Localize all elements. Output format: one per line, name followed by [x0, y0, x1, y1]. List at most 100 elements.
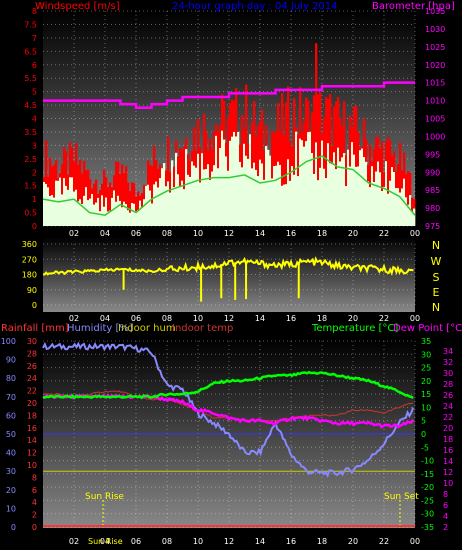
wind-speed-bar — [367, 181, 370, 226]
wind-x-tick: 16 — [286, 229, 296, 238]
wind-speed-bar — [375, 171, 378, 226]
barometer-tick: 1005 — [425, 115, 445, 124]
wind-speed-bar — [67, 189, 70, 226]
windspeed-label: Windspeed [m/s] — [35, 1, 120, 12]
wind-speed-bar — [287, 159, 290, 226]
direction-dips — [122, 261, 300, 302]
wind-speed-bar — [357, 166, 360, 226]
wind-speed-bar — [387, 193, 390, 226]
wind-speed-bar — [205, 169, 208, 226]
wind-x-tick: 10 — [193, 229, 203, 238]
wind-bars — [43, 43, 416, 227]
humidity-legend: Humidity [%] — [67, 323, 133, 334]
barometer-tick: 975 — [425, 222, 440, 231]
rain-tick: 12 — [27, 449, 37, 458]
indoor-temp-legend: Indoor temp — [172, 323, 233, 334]
temperature-line — [42, 370, 414, 400]
wind-speed-bar — [353, 154, 356, 226]
wind-speed-bar — [85, 187, 88, 226]
wind-speed-bar — [197, 153, 200, 226]
wind-x-axis: 02 04 06 08 10 12 14 16 18 20 22 00 — [69, 229, 420, 238]
wind-speed-bar — [101, 195, 104, 226]
wind-speed-bar — [157, 187, 160, 226]
wind-speed-bar — [351, 142, 354, 226]
direction-tick: 360 — [22, 240, 37, 249]
graph-title: 24-hour graph day : 04 July 2014 — [172, 1, 338, 12]
wind-speed-bar — [259, 159, 262, 226]
wind-speed-bar — [233, 131, 236, 226]
wind-speed-tick: 3.5 — [24, 128, 37, 137]
temperature-tick: 5 — [421, 417, 426, 426]
wind-speed-bar — [275, 165, 278, 226]
dew-point-tick: 4 — [443, 512, 448, 521]
humidity-tick: 30 — [6, 467, 16, 476]
wind-speed-bar — [61, 194, 64, 226]
wind-speed-bar — [391, 167, 394, 226]
wind-speed-bar — [45, 183, 48, 226]
wind-gust-bar — [369, 144, 372, 226]
temperature-tick: 15 — [421, 390, 431, 399]
wind-speed-bar — [337, 147, 340, 226]
wind-left-axis: 8 7.5 7 6.5 6 5.5 5 4.5 4 3.5 3 2.5 2 1.5 1 0.5 0 — [24, 7, 37, 231]
wind-speed-tick: 0 — [32, 222, 37, 231]
wind-speed-bar — [355, 166, 358, 226]
wind-speed-bar — [315, 142, 318, 226]
wind-speed-bar — [175, 152, 178, 226]
temp-x-tick: 08 — [162, 537, 172, 546]
wind-speed-bar — [183, 189, 186, 226]
wind-speed-bar — [213, 165, 216, 226]
wind-gust-bar — [49, 157, 52, 226]
wind-speed-bar — [281, 185, 284, 226]
wind-gust-bar — [183, 146, 186, 226]
wind-speed-bar — [319, 167, 322, 226]
wind-speed-bar — [271, 178, 274, 226]
wind-speed-bar — [335, 169, 338, 226]
wind-speed-bar — [291, 166, 294, 226]
wind-gust-bar — [387, 136, 390, 226]
wind-speed-bar — [193, 165, 196, 226]
wind-gust-bar — [109, 182, 112, 226]
direction-tick: 180 — [22, 271, 37, 280]
humidity-tick: 60 — [6, 411, 16, 420]
wind-speed-bar — [261, 163, 264, 226]
wind-speed-bar — [169, 192, 172, 226]
wind-speed-bar — [93, 204, 96, 226]
wind-speed-bar — [385, 161, 388, 226]
wind-speed-bar — [129, 212, 132, 226]
wind-speed-bar — [75, 189, 78, 226]
wind-speed-bar — [91, 194, 94, 226]
wind-gust-bar — [355, 105, 358, 226]
rain-tick: 6 — [32, 486, 37, 495]
wind-speed-bar — [373, 181, 376, 226]
barometer-tick: 1025 — [425, 43, 445, 52]
direction-x-axis: 02 04 06 08 10 12 14 16 18 20 22 00 — [69, 314, 420, 323]
wind-speed-bar — [251, 168, 254, 226]
wind-speed-bar — [327, 143, 330, 226]
rain-tick: 30 — [27, 337, 37, 346]
wind-gust-bar — [45, 140, 48, 226]
wind-speed-bar — [219, 148, 222, 226]
temp-x-tick: 04 — [100, 537, 110, 546]
barometer-tick: 1010 — [425, 97, 445, 106]
temperature-tick: 25 — [421, 364, 431, 373]
temperature-tick: -15 — [421, 470, 434, 479]
wind-speed-bar — [191, 161, 194, 226]
wind-speed-bar — [397, 188, 400, 226]
temp-x-tick: 12 — [224, 537, 234, 546]
wind-speed-bar — [243, 143, 246, 226]
wind-gust-bar — [127, 182, 130, 226]
wind-speed-bar — [295, 131, 298, 226]
temperature-tick: -25 — [421, 496, 434, 505]
wind-speed-bar — [161, 168, 164, 226]
rain-tick: 24 — [27, 374, 37, 383]
wind-speed-bar — [365, 161, 368, 226]
direction-x-tick: 22 — [379, 314, 389, 323]
wind-speed-bar — [257, 176, 260, 226]
temperature-tick: 35 — [421, 337, 431, 346]
rain-tick: 22 — [27, 387, 37, 396]
rain-tick: 2 — [32, 511, 37, 520]
wind-speed-bar — [43, 181, 46, 226]
wind-speed-bar — [277, 161, 280, 226]
temp-x-tick: 02 — [69, 537, 79, 546]
